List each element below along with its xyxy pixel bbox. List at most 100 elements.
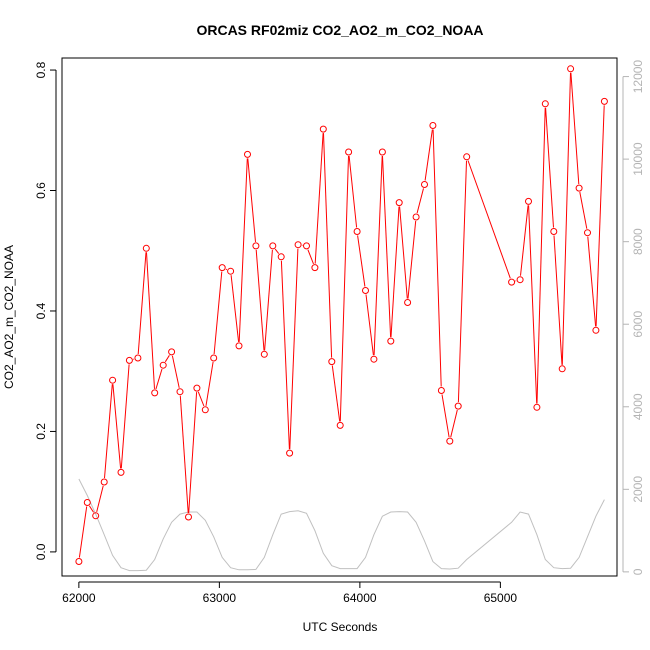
primary-series-segment [205, 361, 214, 406]
data-point [134, 354, 142, 362]
primary-series-segment [289, 248, 299, 450]
data-point [218, 264, 226, 272]
primary-series-segment [96, 485, 104, 513]
data-point [370, 355, 378, 363]
data-point [75, 558, 83, 565]
primary-series-segment [197, 391, 205, 407]
primary-series-segment [545, 107, 554, 228]
y-axis: 0.0 0.2 0.4 0.6 0.8 [34, 61, 57, 560]
y2-tick-label: 4000 [631, 393, 645, 420]
data-point [193, 384, 201, 392]
data-point [168, 348, 176, 356]
data-point [142, 244, 150, 252]
data-point [277, 253, 285, 261]
data-point [117, 468, 125, 476]
y-axis-label: CO2_AO2_m_CO2_NOAA [2, 245, 16, 389]
y-tick-label: 0.6 [34, 182, 48, 199]
data-point [592, 326, 600, 334]
y-tick-label: 0.8 [34, 61, 48, 78]
chart-title: ORCAS RF02miz CO2_AO2_m_CO2_NOAA [196, 22, 483, 38]
y2-axis: 0 2000 4000 6000 8000 10000 12000 [622, 60, 645, 575]
primary-series-segment [213, 271, 223, 355]
data-point [584, 229, 591, 237]
y2-tick-label: 6000 [631, 311, 645, 338]
primary-series-segment [238, 158, 248, 342]
primary-series-segment [104, 384, 113, 479]
data-point [336, 421, 344, 429]
data-point [516, 276, 524, 284]
data-point [100, 478, 108, 486]
primary-series-segment [331, 365, 341, 422]
primary-series-segment [373, 155, 383, 356]
data-point [404, 299, 412, 306]
primary-series [75, 65, 608, 565]
data-point [412, 213, 420, 221]
x-tick-label: 62000 [62, 591, 96, 605]
data-point [185, 513, 192, 521]
primary-series-segment [441, 394, 450, 438]
y-tick-label: 0.4 [34, 302, 48, 319]
primary-series-segment [307, 249, 314, 265]
secondary-series-line [78, 478, 605, 572]
primary-series-segment [164, 355, 170, 363]
primary-series-segment [382, 155, 392, 338]
y2-tick-label: 2000 [631, 476, 645, 503]
data-point [244, 150, 251, 158]
data-point [92, 512, 100, 520]
data-point [252, 242, 260, 250]
primary-series-segment [171, 355, 180, 388]
data-point [362, 287, 369, 294]
data-point [260, 350, 268, 358]
secondary-series [78, 478, 605, 572]
primary-series-segment [357, 235, 366, 287]
primary-series-segment [587, 236, 597, 327]
x-axis: 62000 63000 64000 65000 [62, 581, 517, 605]
primary-series-segment [416, 188, 424, 214]
data-point [446, 437, 454, 445]
data-point [387, 337, 395, 345]
primary-series-segment [274, 248, 280, 254]
primary-series-segment [155, 368, 163, 390]
primary-series-segment [314, 133, 324, 264]
data-point [600, 97, 608, 105]
x-tick-label: 64000 [343, 591, 377, 605]
data-point [294, 241, 302, 249]
data-point [525, 197, 532, 205]
primary-series-segment [339, 155, 349, 422]
primary-series-segment [112, 384, 122, 469]
primary-series-segment [399, 206, 408, 299]
primary-series-segment [179, 395, 189, 514]
data-point [328, 358, 336, 366]
data-point [159, 361, 167, 369]
data-point [125, 356, 133, 364]
data-point [311, 264, 319, 272]
primary-series-segment [146, 252, 155, 389]
primary-series-segment [264, 249, 273, 351]
primary-series-segment [570, 72, 580, 185]
primary-series-segment [247, 158, 256, 242]
data-point [269, 242, 277, 250]
primary-series-segment [323, 133, 333, 358]
data-point [378, 148, 386, 156]
data-point [176, 388, 184, 396]
primary-series-segment [407, 220, 417, 299]
primary-series-segment [595, 105, 605, 327]
data-point [437, 387, 445, 394]
data-point [550, 228, 558, 235]
x-axis-label: UTC Seconds [303, 620, 378, 634]
primary-series-segment [432, 129, 442, 387]
data-point [395, 199, 403, 207]
primary-series-segment [365, 294, 374, 356]
primary-series-segment [348, 155, 358, 228]
primary-series-segment [553, 235, 563, 365]
data-point [345, 148, 353, 156]
y2-tick-label: 10000 [631, 142, 645, 176]
data-point [201, 406, 209, 414]
primary-series-segment [280, 260, 290, 450]
primary-series-segment [450, 409, 458, 438]
y2-tick-label: 8000 [631, 228, 645, 255]
data-point [533, 403, 541, 411]
data-point [227, 267, 235, 275]
data-point [286, 449, 294, 457]
data-point [463, 153, 471, 161]
